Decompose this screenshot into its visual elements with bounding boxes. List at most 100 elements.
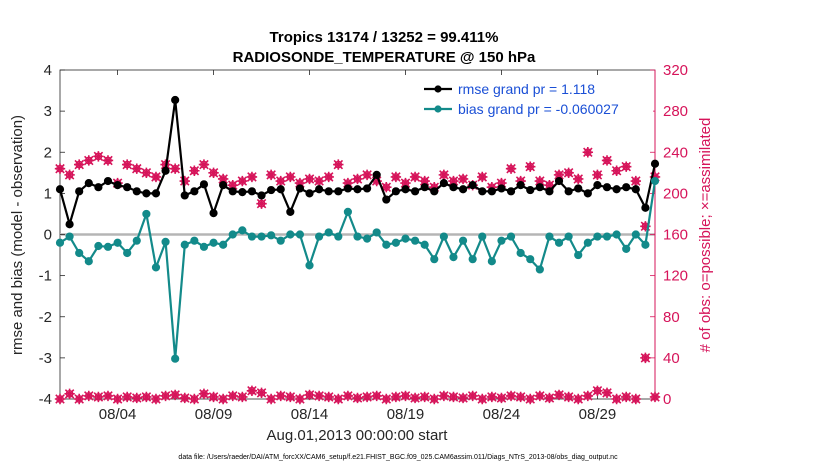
obs-low-marker-x <box>285 391 296 403</box>
series-point-1 <box>468 255 477 264</box>
series-point-1 <box>410 236 420 245</box>
obs-low-marker-x <box>582 390 594 402</box>
footnote: data file: /Users/raeder/DAI/ATM_forcXX/… <box>178 454 618 461</box>
series-point-0 <box>401 185 410 194</box>
y-right-tick-label: 0 <box>663 391 671 408</box>
series-point-0 <box>123 183 132 192</box>
obs-low-marker-x <box>246 385 258 396</box>
series-point-1 <box>362 234 372 243</box>
obs-low-marker-x <box>112 393 123 405</box>
obs-possible-marker-x <box>448 175 459 187</box>
series-point-1 <box>257 232 266 241</box>
series-point-0 <box>353 185 362 194</box>
obs-possible-marker-x <box>294 177 306 189</box>
series-point-0 <box>334 187 343 196</box>
series-point-1 <box>286 230 295 239</box>
obs-low-marker-x <box>505 390 517 402</box>
obs-possible-marker-x <box>611 165 622 176</box>
legend: rmse grand pr = 1.118 bias grand pr = -0.… <box>418 76 653 118</box>
series-point-1 <box>334 232 343 241</box>
series-point-0 <box>612 185 621 194</box>
obs-low-marker-x <box>573 393 584 405</box>
obs-low-marker-x <box>621 391 632 403</box>
series-point-0 <box>535 183 544 192</box>
series-point-1 <box>535 265 544 274</box>
series-point-1 <box>219 240 228 249</box>
series-point-1 <box>458 236 468 245</box>
obs-low-marker-x <box>189 393 200 405</box>
obs-low-marker-x <box>534 390 546 402</box>
series-point-0 <box>180 191 189 200</box>
y-right-tick-label: 320 <box>663 62 688 79</box>
series-point-0 <box>267 185 276 195</box>
series-point-0 <box>497 184 506 193</box>
obs-low-marker-x <box>477 393 488 405</box>
obs-low-marker-x <box>553 389 565 401</box>
series-point-1 <box>574 250 583 260</box>
series-point-0 <box>132 187 141 196</box>
y-left-tick-label: 0 <box>44 227 52 244</box>
series-point-1 <box>622 244 631 253</box>
obs-low-marker-x <box>371 390 382 402</box>
series-point-0 <box>151 189 161 198</box>
obs-low-marker-x <box>93 391 104 403</box>
series-point-1 <box>343 207 353 216</box>
series-lines <box>55 95 660 363</box>
series-point-1 <box>84 257 93 266</box>
obs-possible-marker-x <box>150 171 162 183</box>
series-point-0 <box>449 183 458 192</box>
obs-low-marker-x <box>419 391 430 403</box>
obs-possible-marker-x <box>189 165 200 176</box>
obs-possible-marker-x <box>515 175 526 187</box>
legend-box <box>418 76 653 118</box>
series-point-1 <box>382 240 391 249</box>
series-point-0 <box>593 181 602 190</box>
series-point-0 <box>65 220 74 229</box>
y-left-tick-label: -1 <box>39 268 52 285</box>
obs-possible-marker-x <box>313 175 325 187</box>
series-point-1 <box>123 248 132 258</box>
series-point-0 <box>641 203 650 212</box>
obs-low-marker-x <box>73 393 85 405</box>
series-point-0 <box>372 170 381 179</box>
obs-possible-marker-x <box>361 169 373 181</box>
y-axis-right: 320 280 240 200 160 120 80 40 0 <box>650 62 688 408</box>
obs-low-marker-x <box>121 391 133 403</box>
obs-possible-marker-x <box>83 155 94 166</box>
series-point-0 <box>315 185 324 194</box>
series-point-1 <box>65 232 74 241</box>
obs-possible-marker-x <box>265 169 277 181</box>
obs-low-marker-x <box>217 393 229 405</box>
series-point-1 <box>305 261 314 270</box>
x-tick-label: 08/14 <box>291 406 329 423</box>
chart-subtitle: RADIOSONDE_TEMPERATURE @ 150 hPa <box>233 49 536 66</box>
obs-low-marker-x <box>467 390 478 402</box>
obs-low-marker-x <box>601 387 613 399</box>
obs-possible-marker-x <box>419 175 430 187</box>
series-point-0 <box>487 187 496 196</box>
obs-possible-marker-x <box>438 169 450 181</box>
series-point-1 <box>631 230 640 239</box>
obs-possible-marker-x <box>64 169 75 181</box>
series-point-1 <box>142 209 151 219</box>
obs-low-marker-x <box>486 391 498 403</box>
obs-low-marker-x <box>429 393 440 405</box>
obs-possible-marker-x <box>217 173 229 185</box>
series-point-0 <box>478 187 487 196</box>
obs-possible-marker-x <box>323 171 334 183</box>
series-point-1 <box>75 248 84 258</box>
obs-possible-marker-x <box>169 163 181 174</box>
y-right-tick-label: 240 <box>663 144 688 161</box>
obs-possible-marker-x <box>563 167 574 179</box>
obs-possible-marker-x <box>477 171 488 183</box>
series-point-0 <box>247 187 257 196</box>
series-point-1 <box>641 240 650 249</box>
series-point-0 <box>468 181 477 190</box>
obs-low-marker-x <box>525 393 536 405</box>
series-point-1 <box>391 238 400 247</box>
obs-possible-marker-x <box>601 155 613 166</box>
obs-low-marker-x <box>294 393 306 405</box>
obs-possible-marker-x <box>141 167 152 179</box>
